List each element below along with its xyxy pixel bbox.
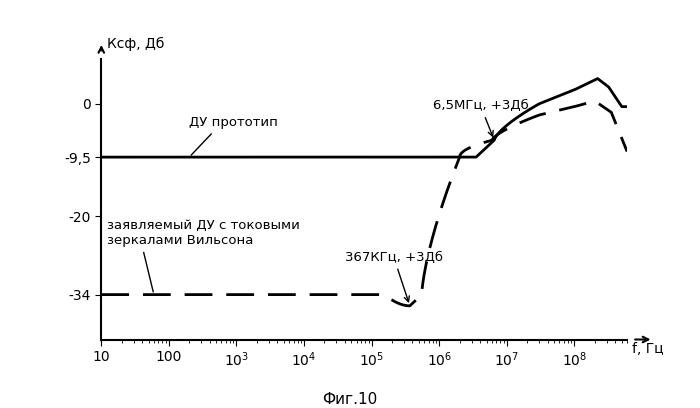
Text: Фиг.10: Фиг.10 — [323, 392, 377, 407]
Text: 367КГц, +3Дб: 367КГц, +3Дб — [345, 251, 443, 302]
Text: 6,5МГц, +3Дб: 6,5МГц, +3Дб — [433, 99, 528, 136]
Text: Ксф, Дб: Ксф, Дб — [106, 36, 164, 51]
Text: f, Гц: f, Гц — [632, 342, 664, 356]
Text: заявляемый ДУ с токовыми
зеркалами Вильсона: заявляемый ДУ с токовыми зеркалами Вильс… — [106, 219, 300, 292]
Text: ДУ прототип: ДУ прототип — [189, 116, 278, 155]
